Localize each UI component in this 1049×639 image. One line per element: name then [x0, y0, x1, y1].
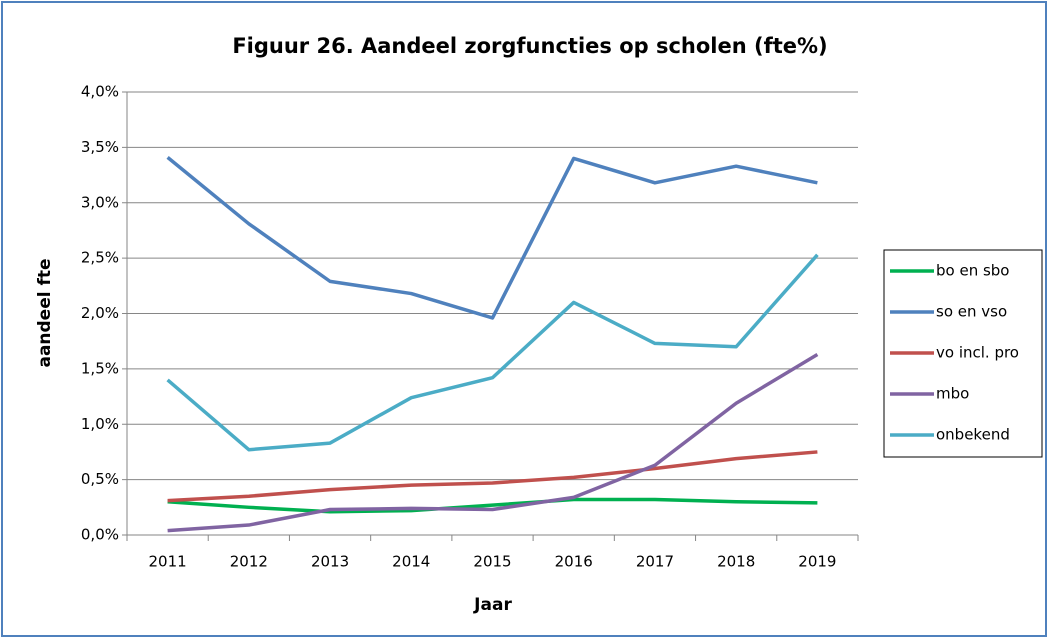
x-tick-label: 2014	[392, 553, 430, 571]
legend-label: bo en sbo	[936, 262, 1009, 280]
y-tick-label: 2,5%	[81, 249, 119, 267]
y-tick-label: 3,0%	[81, 193, 119, 211]
x-tick-label: 2016	[555, 553, 593, 571]
series-line	[167, 450, 818, 503]
series-line	[166, 253, 819, 452]
y-tick-label: 0,0%	[81, 526, 119, 544]
y-axis-title: aandeel fte	[35, 258, 55, 367]
y-tick-label: 3,5%	[81, 138, 119, 156]
legend-label: vo incl. pro	[936, 344, 1019, 362]
x-tick-label: 2019	[798, 553, 836, 571]
x-tick-label: 2012	[230, 553, 268, 571]
legend-label: mbo	[936, 385, 969, 403]
y-tick-label: 2,0%	[81, 304, 119, 322]
y-tick-label: 1,0%	[81, 415, 119, 433]
x-tick-label: 2011	[149, 553, 187, 571]
legend-label: so en vso	[936, 303, 1007, 321]
x-tick-label: 2013	[311, 553, 349, 571]
y-tick-label: 0,5%	[81, 470, 119, 488]
x-axis-title: Jaar	[473, 595, 512, 615]
series-line	[166, 155, 818, 320]
x-tick-label: 2017	[636, 553, 674, 571]
y-tick-label: 4,0%	[81, 83, 119, 101]
y-tick-label: 1,5%	[81, 359, 119, 377]
chart-title: Figuur 26. Aandeel zorgfuncties op schol…	[232, 34, 827, 58]
x-tick-label: 2018	[717, 553, 755, 571]
x-tick-label: 2015	[473, 553, 511, 571]
legend-label: onbekend	[936, 426, 1010, 444]
series-line	[167, 352, 819, 533]
series-line	[167, 497, 818, 514]
